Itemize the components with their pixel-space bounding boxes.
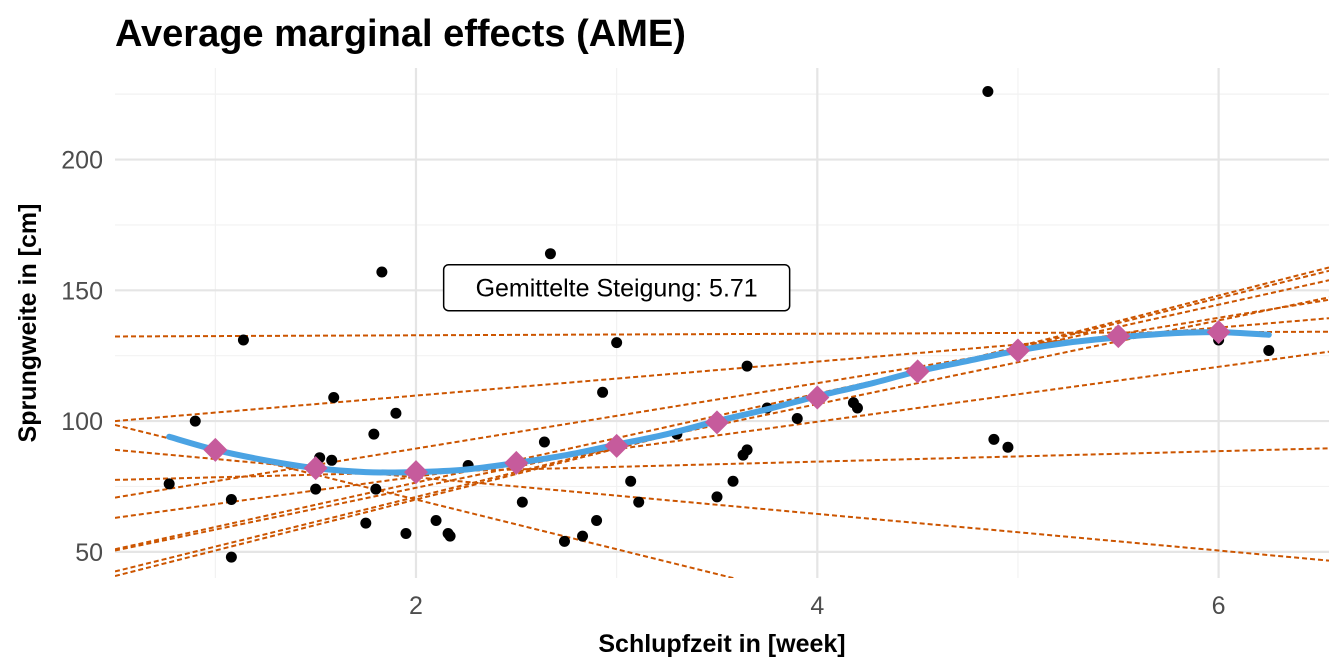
ame-diamond [1206,320,1231,345]
data-point [376,266,388,278]
data-point [611,337,623,349]
data-point [633,496,645,508]
data-point [310,483,322,495]
x-tick-label: 6 [1212,592,1226,620]
ame-diamond [1106,324,1131,349]
y-tick-label: 200 [61,147,103,175]
data-point [544,248,556,260]
data-point [360,517,372,529]
data-point [444,530,456,542]
data-point [1002,441,1014,453]
ame-diamond [604,433,629,458]
data-point [328,392,340,404]
data-point [597,386,609,398]
tangent-line [115,350,1329,519]
annotation-box [442,263,791,312]
tangent-line [115,279,1329,551]
chart-title: Average marginal effects (AME) [115,13,686,55]
x-tick-label: 4 [810,592,824,620]
ame-diamond [805,385,830,410]
annotation-text: Gemittelte Steigung: 5.71 [476,275,758,303]
data-point [400,528,412,540]
x-tick-label: 2 [409,592,423,620]
data-point [558,535,570,547]
data-point [237,334,249,346]
grid [115,68,1329,578]
data-point [741,360,753,372]
data-point [982,86,994,98]
ame-diamond [905,359,930,384]
data-point [430,514,442,526]
data-point [368,428,380,440]
y-tick-label: 50 [75,539,103,567]
axis-ticks: 2 4 6 50 100 150 200 [61,147,1225,620]
data-point [741,444,753,456]
data-point [625,475,637,487]
data-point [591,514,603,526]
data-point [390,407,402,419]
data-point [538,436,550,448]
ame-diamonds [203,320,1231,485]
data-point [577,530,589,542]
ame-diamond [1005,338,1030,363]
data-point [711,491,723,503]
y-axis-title: Sprungweite in [cm] [14,204,42,443]
data-point [326,454,338,466]
data-point [225,494,237,506]
data-point [516,496,528,508]
data-point [791,412,803,424]
annotation-label: Gemittelte Steigung: 5.71 [442,263,791,312]
ame-diamond [303,456,328,481]
x-axis-title: Schlupfzeit in [week] [598,630,845,658]
ame-diamond [704,410,729,435]
data-point [1263,344,1275,356]
ame-diamond [403,460,428,485]
ame-diamond [504,450,529,475]
y-tick-label: 150 [61,277,103,305]
ame-diamond [203,437,228,462]
data-point [189,415,201,427]
data-point [225,551,237,563]
data-point [727,475,739,487]
data-point [370,483,382,495]
y-tick-label: 100 [61,408,103,436]
data-point [988,433,1000,445]
tangent-line [115,317,1329,423]
data-point [851,402,863,414]
scatter-points [163,86,1275,563]
tangent-lines [115,266,1329,578]
data-point [163,478,175,490]
